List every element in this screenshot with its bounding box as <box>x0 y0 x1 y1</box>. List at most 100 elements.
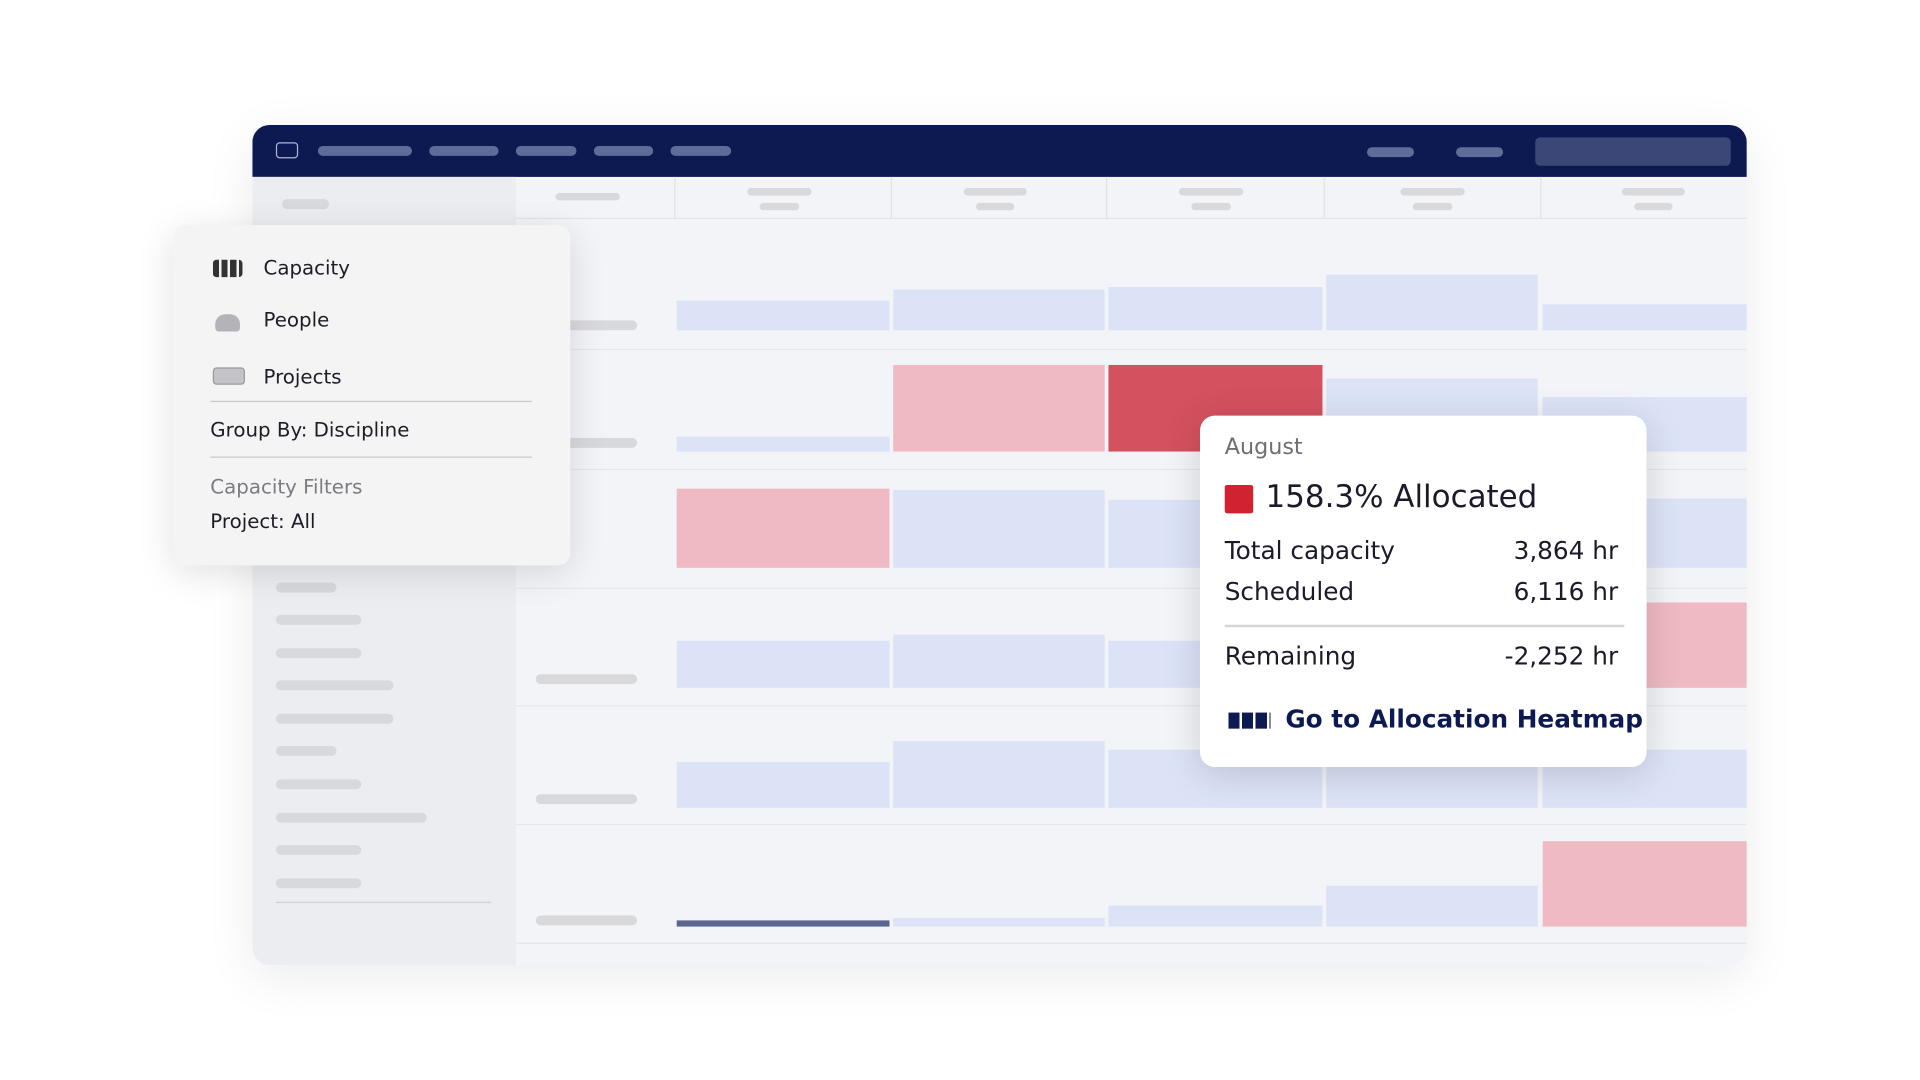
sidebar-placeholder <box>275 878 362 889</box>
row-label-placeholder <box>535 320 638 331</box>
top-bar <box>252 124 1747 177</box>
divider <box>210 456 532 458</box>
sidebar-placeholder <box>282 199 330 210</box>
dropdown[interactable] <box>1456 147 1504 158</box>
allocation-bar <box>1326 274 1538 331</box>
group-by[interactable]: Group By: Discipline <box>210 418 409 442</box>
back-arrow <box>555 192 620 201</box>
heatmap-icon <box>1228 712 1271 729</box>
menu-item[interactable]: People <box>263 308 330 332</box>
sidebar-placeholder <box>275 713 394 724</box>
tooltip-row: Total capacity 3,864 hr <box>1225 536 1618 566</box>
sidebar-placeholder <box>275 680 394 691</box>
menu-item[interactable]: Projects <box>263 364 342 389</box>
row-divider <box>515 705 1747 707</box>
row-label-placeholder <box>535 437 638 448</box>
allocation-bar <box>893 289 1105 331</box>
column-header <box>515 177 1747 219</box>
projects-icon <box>212 367 245 385</box>
allocation-bar <box>1108 905 1323 927</box>
sidebar-placeholder <box>275 779 362 790</box>
allocation-bar <box>1108 287 1323 331</box>
header-placeholder <box>1191 202 1231 211</box>
header-placeholder <box>1412 202 1453 211</box>
tooltip-row: Remaining -2,252 hr <box>1225 641 1618 671</box>
allocation-bar <box>676 436 890 452</box>
header-placeholder <box>1400 188 1465 196</box>
view-menu: Capacity People Projects Group By: Disci… <box>173 225 571 566</box>
header-placeholder <box>1634 202 1673 211</box>
row-value: -2,252 hr <box>1504 640 1619 671</box>
header-placeholder <box>1178 188 1244 196</box>
legend-swatch <box>1224 484 1254 514</box>
row-divider <box>515 587 1747 589</box>
tooltip: August 158.3% Allocated Total capacity 3,… <box>1199 415 1647 768</box>
nav-item[interactable] <box>670 145 732 156</box>
allocation-bar <box>676 300 890 331</box>
sidebar-divider <box>275 901 492 904</box>
tooltip-row: Scheduled 6,116 hr <box>1225 576 1618 606</box>
menu-item[interactable]: Capacity <box>263 256 351 280</box>
project-filter[interactable]: Project: All <box>210 510 315 534</box>
row-label: Total capacity <box>1224 535 1395 566</box>
dropdown[interactable] <box>1366 147 1415 158</box>
group-by-value: Discipline <box>313 418 410 442</box>
header-placeholder <box>747 188 812 196</box>
group-by-label: Group By: <box>210 418 308 442</box>
header-placeholder <box>759 202 800 211</box>
allocation-bar <box>676 640 890 688</box>
people-icon <box>215 314 240 332</box>
column-divider <box>1105 176 1108 218</box>
row-label-placeholder <box>535 915 638 926</box>
allocation-bar <box>676 488 890 568</box>
capacity-icon <box>212 259 243 278</box>
row-divider <box>515 468 1747 471</box>
header-placeholder <box>976 202 1015 211</box>
row-value: 6,116 hr <box>1513 576 1619 607</box>
sidebar-placeholder <box>275 648 362 659</box>
allocation-bar <box>893 634 1105 688</box>
allocation-bar <box>893 489 1105 568</box>
tooltip-allocated: 158.3% Allocated <box>1265 478 1538 515</box>
row-value: 3,864 hr <box>1513 535 1619 566</box>
filter-value: All <box>291 509 316 534</box>
nav-item[interactable] <box>317 145 412 156</box>
sidebar-placeholder <box>275 745 337 756</box>
allocation-bar <box>676 762 890 808</box>
allocation-bar <box>1326 885 1538 927</box>
nav-item[interactable] <box>593 145 654 156</box>
sidebar-placeholder <box>275 844 362 855</box>
row-label-placeholder <box>535 674 638 685</box>
column-divider <box>674 176 676 218</box>
column-divider <box>890 176 892 218</box>
row-divider <box>515 823 1747 826</box>
filter-label: Project: <box>210 509 285 534</box>
divider <box>210 400 532 403</box>
sidebar-placeholder <box>275 614 362 625</box>
header-placeholder <box>963 188 1027 196</box>
heatmap-link[interactable]: Go to Allocation Heatmap <box>1285 703 1643 734</box>
nav-item[interactable] <box>515 145 577 156</box>
divider <box>1224 624 1625 628</box>
column-divider <box>1540 176 1542 218</box>
row-label-placeholder <box>535 794 638 805</box>
allocation-bar <box>893 741 1105 808</box>
allocation-bar <box>1542 841 1747 927</box>
search-box[interactable] <box>1535 137 1731 166</box>
allocation-bar <box>676 920 890 927</box>
nav-item[interactable] <box>429 145 499 156</box>
row-label: Scheduled <box>1224 576 1355 607</box>
sidebar-placeholder <box>275 812 427 823</box>
allocation-bar <box>893 917 1105 927</box>
tooltip-month: August <box>1224 434 1303 461</box>
allocation-bar <box>1542 304 1747 331</box>
filters-title: Capacity Filters <box>210 475 363 499</box>
allocation-bar <box>893 364 1105 452</box>
row-label: Remaining <box>1224 640 1357 671</box>
logo-icon <box>275 142 299 159</box>
sidebar-placeholder <box>275 582 337 593</box>
column-divider <box>1323 176 1325 218</box>
row-divider <box>515 942 1747 944</box>
